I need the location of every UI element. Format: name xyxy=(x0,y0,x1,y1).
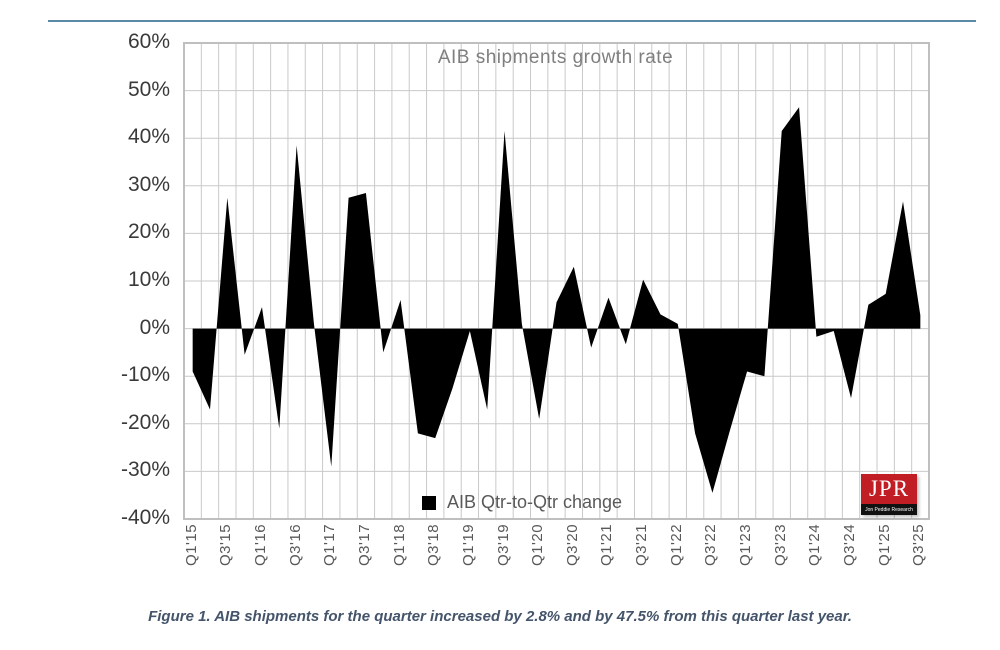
y-axis-tick-label: -30% xyxy=(120,458,170,482)
y-axis-tick-label: 60% xyxy=(127,30,170,53)
x-axis-tick-label: Q1'22 xyxy=(667,524,685,567)
x-axis-tick-label: Q3'21 xyxy=(633,524,651,567)
area-chart-svg xyxy=(184,43,929,519)
y-axis-tick-label: -10% xyxy=(120,363,170,387)
x-axis-tick-label: Q3'16 xyxy=(286,524,304,567)
x-axis-tick-label: Q1'20 xyxy=(529,524,547,567)
jpr-logo: JPR Jon Peddie Research xyxy=(861,474,917,515)
x-axis-tick-label: Q1'25 xyxy=(875,524,893,567)
legend-square-icon xyxy=(422,495,436,510)
x-axis-tick-label: Q1'19 xyxy=(459,524,477,567)
figure-caption: Figure 1. AIB shipments for the quarter … xyxy=(148,608,852,625)
x-axis-tick-label: Q1'17 xyxy=(321,524,339,567)
x-axis-tick-label: Q3'24 xyxy=(841,524,859,567)
y-axis-tick-label: 30% xyxy=(127,172,170,196)
y-axis-tick-label: 20% xyxy=(127,220,170,244)
x-axis-tick-label: Q1'21 xyxy=(598,524,616,567)
legend: AIB Qtr-to-Qtr change xyxy=(422,492,622,513)
legend-label: AIB Qtr-to-Qtr change xyxy=(447,492,623,512)
x-axis-tick-label: Q3'20 xyxy=(563,524,581,567)
x-axis-tick-label: Q1'16 xyxy=(251,524,269,567)
x-axis-tick-label: Q1'15 xyxy=(182,524,200,567)
y-axis-tick-label: 0% xyxy=(139,315,170,339)
x-axis-tick-label: Q3'18 xyxy=(425,524,443,567)
y-axis-tick-label: 10% xyxy=(127,268,170,291)
jpr-logo-subtext: Jon Peddie Research xyxy=(861,504,917,515)
x-axis-tick-label: Q1'23 xyxy=(737,524,755,567)
x-axis-tick-label: Q3'23 xyxy=(771,524,789,567)
jpr-logo-text: JPR xyxy=(861,474,917,504)
y-axis-tick-label: -40% xyxy=(120,506,170,529)
x-axis-tick-label: Q3'19 xyxy=(494,524,512,567)
x-axis-tick-label: Q3'17 xyxy=(355,524,373,567)
top-divider-rule xyxy=(48,20,976,22)
x-axis-tick-label: Q3'15 xyxy=(217,524,235,567)
chart-title: AIB shipments growth rate xyxy=(437,47,674,68)
x-axis-tick-label: Q1'18 xyxy=(390,524,408,567)
y-axis-tick-label: -20% xyxy=(120,410,170,434)
x-axis-tick-label: Q3'22 xyxy=(702,524,720,567)
y-axis-tick-label: 50% xyxy=(127,77,170,101)
x-axis-tick-label: Q1'24 xyxy=(806,524,824,567)
x-axis-tick-label: Q3'25 xyxy=(910,524,928,567)
y-axis-tick-label: 40% xyxy=(127,125,170,149)
plot-area xyxy=(183,42,930,520)
